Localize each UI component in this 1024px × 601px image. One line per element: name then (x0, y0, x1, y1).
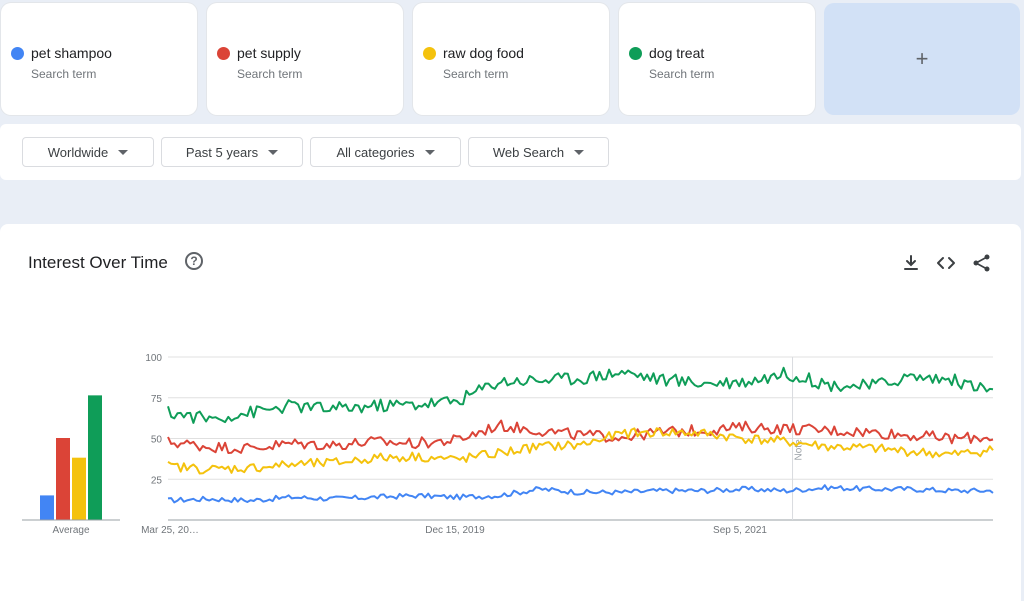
average-label: Average (52, 525, 90, 536)
add-term-button[interactable]: + (824, 3, 1020, 115)
x-tick-label: Mar 25, 20… (141, 525, 199, 536)
y-tick-label: 50 (151, 435, 163, 446)
term-name: dog treat (649, 45, 705, 61)
caret-down-icon (574, 149, 585, 155)
x-tick-label: Sep 5, 2021 (713, 525, 767, 536)
average-bar (40, 495, 54, 520)
time-range-label: Past 5 years (185, 144, 259, 160)
interest-over-time-panel: Interest Over Time ? 100 75 50 25 Note Avera… (0, 224, 1021, 601)
help-circle-icon[interactable]: ? (185, 252, 203, 270)
term-card-raw-dog-food[interactable]: raw dog food Search term (413, 3, 609, 115)
series-line-pet-shampoo (167, 484, 994, 504)
series-line-dog-treat (167, 366, 994, 424)
average-bar (72, 457, 86, 520)
embed-code-icon[interactable] (935, 252, 957, 274)
color-dot-icon (629, 47, 642, 60)
color-dot-icon (217, 47, 230, 60)
average-bar (88, 395, 102, 520)
note-label: Note (794, 439, 805, 461)
term-name: pet shampoo (31, 45, 112, 61)
share-icon[interactable] (971, 252, 993, 274)
term-card-pet-shampoo[interactable]: pet shampoo Search term (1, 3, 197, 115)
series-line-pet-supply (167, 419, 994, 454)
time-range-dropdown[interactable]: Past 5 years (161, 137, 303, 167)
y-tick-label: 25 (151, 475, 163, 486)
region-dropdown[interactable]: Worldwide (22, 137, 154, 167)
color-dot-icon (423, 47, 436, 60)
series-line-raw-dog-food (167, 427, 994, 475)
caret-down-icon (268, 149, 279, 155)
chart-title: Interest Over Time (28, 253, 168, 272)
search-property-label: Web Search (492, 144, 565, 160)
download-icon[interactable] (900, 252, 922, 274)
y-tick-label: 75 (151, 394, 163, 405)
term-card-pet-supply[interactable]: pet supply Search term (207, 3, 403, 115)
filters-panel: Worldwide Past 5 years All categories We… (0, 124, 1021, 180)
term-name: raw dog food (443, 45, 524, 61)
category-label: All categories (336, 144, 415, 160)
term-subtitle: Search term (443, 67, 509, 81)
interest-chart: 100 75 50 25 Note Average Mar 25, 20… Dec 15,… (22, 353, 994, 536)
term-card-dog-treat[interactable]: dog treat Search term (619, 3, 815, 115)
caret-down-icon (424, 149, 435, 155)
color-dot-icon (11, 47, 24, 60)
average-bar (56, 438, 70, 520)
term-subtitle: Search term (649, 67, 715, 81)
term-subtitle: Search term (237, 67, 303, 81)
term-subtitle: Search term (31, 67, 97, 81)
region-label: Worldwide (47, 144, 109, 160)
y-tick-label: 100 (145, 353, 162, 364)
plus-icon: + (915, 46, 929, 71)
x-tick-label: Dec 15, 2019 (425, 525, 485, 536)
caret-down-icon (118, 149, 129, 155)
search-property-dropdown[interactable]: Web Search (468, 137, 609, 167)
term-name: pet supply (237, 45, 301, 61)
category-dropdown[interactable]: All categories (310, 137, 461, 167)
